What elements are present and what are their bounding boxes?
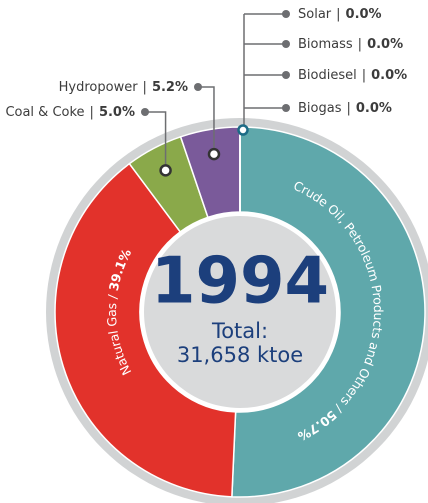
slice-name: Solar	[298, 7, 332, 22]
slice-name: Biogas	[298, 101, 342, 116]
separator: |	[346, 101, 350, 116]
slice-value: 5.2%	[152, 80, 188, 95]
separator: |	[143, 80, 147, 95]
chart-title: 1994	[151, 245, 329, 319]
slice-value: 0.0%	[346, 7, 382, 22]
separator: |	[90, 105, 94, 120]
separator: /	[104, 293, 119, 300]
slice-name: Biomass	[298, 37, 353, 52]
slice-value: 0.0%	[367, 37, 403, 52]
slice-value: 0.0%	[356, 101, 392, 116]
leader-marker	[207, 147, 221, 161]
total-label: Total:	[211, 319, 268, 343]
leader-dot	[282, 40, 290, 48]
slice-label: Coal & Coke | 5.0%	[5, 105, 135, 120]
leader-dot	[194, 83, 202, 91]
leader-line	[198, 86, 215, 155]
slice-label: Biodiesel | 0.0%	[298, 68, 407, 83]
leader-marker	[159, 164, 172, 177]
slice-name: Biodiesel	[298, 68, 357, 83]
leader-marker	[237, 124, 249, 136]
slice-value: 5.0%	[99, 105, 135, 120]
leader-line	[145, 111, 167, 171]
slice-value: 0.0%	[371, 68, 407, 83]
center-disk	[144, 216, 336, 408]
slice-name: Hydropower	[59, 80, 139, 95]
slice-label: Solar | 0.0%	[298, 7, 382, 22]
separator: |	[362, 68, 366, 83]
leader-dot	[282, 10, 290, 18]
leader-dot	[282, 71, 290, 79]
leader-dot	[141, 108, 149, 116]
separator: |	[336, 7, 340, 22]
slice-label: Hydropower | 5.2%	[59, 80, 188, 95]
slice-name: Coal & Coke	[5, 105, 84, 120]
leader-dot	[282, 104, 290, 112]
total-value: 31,658 ktoe	[177, 343, 303, 367]
slice-label: Biomass | 0.0%	[298, 37, 403, 52]
separator: |	[358, 37, 362, 52]
slice-label: Biogas | 0.0%	[298, 101, 392, 116]
